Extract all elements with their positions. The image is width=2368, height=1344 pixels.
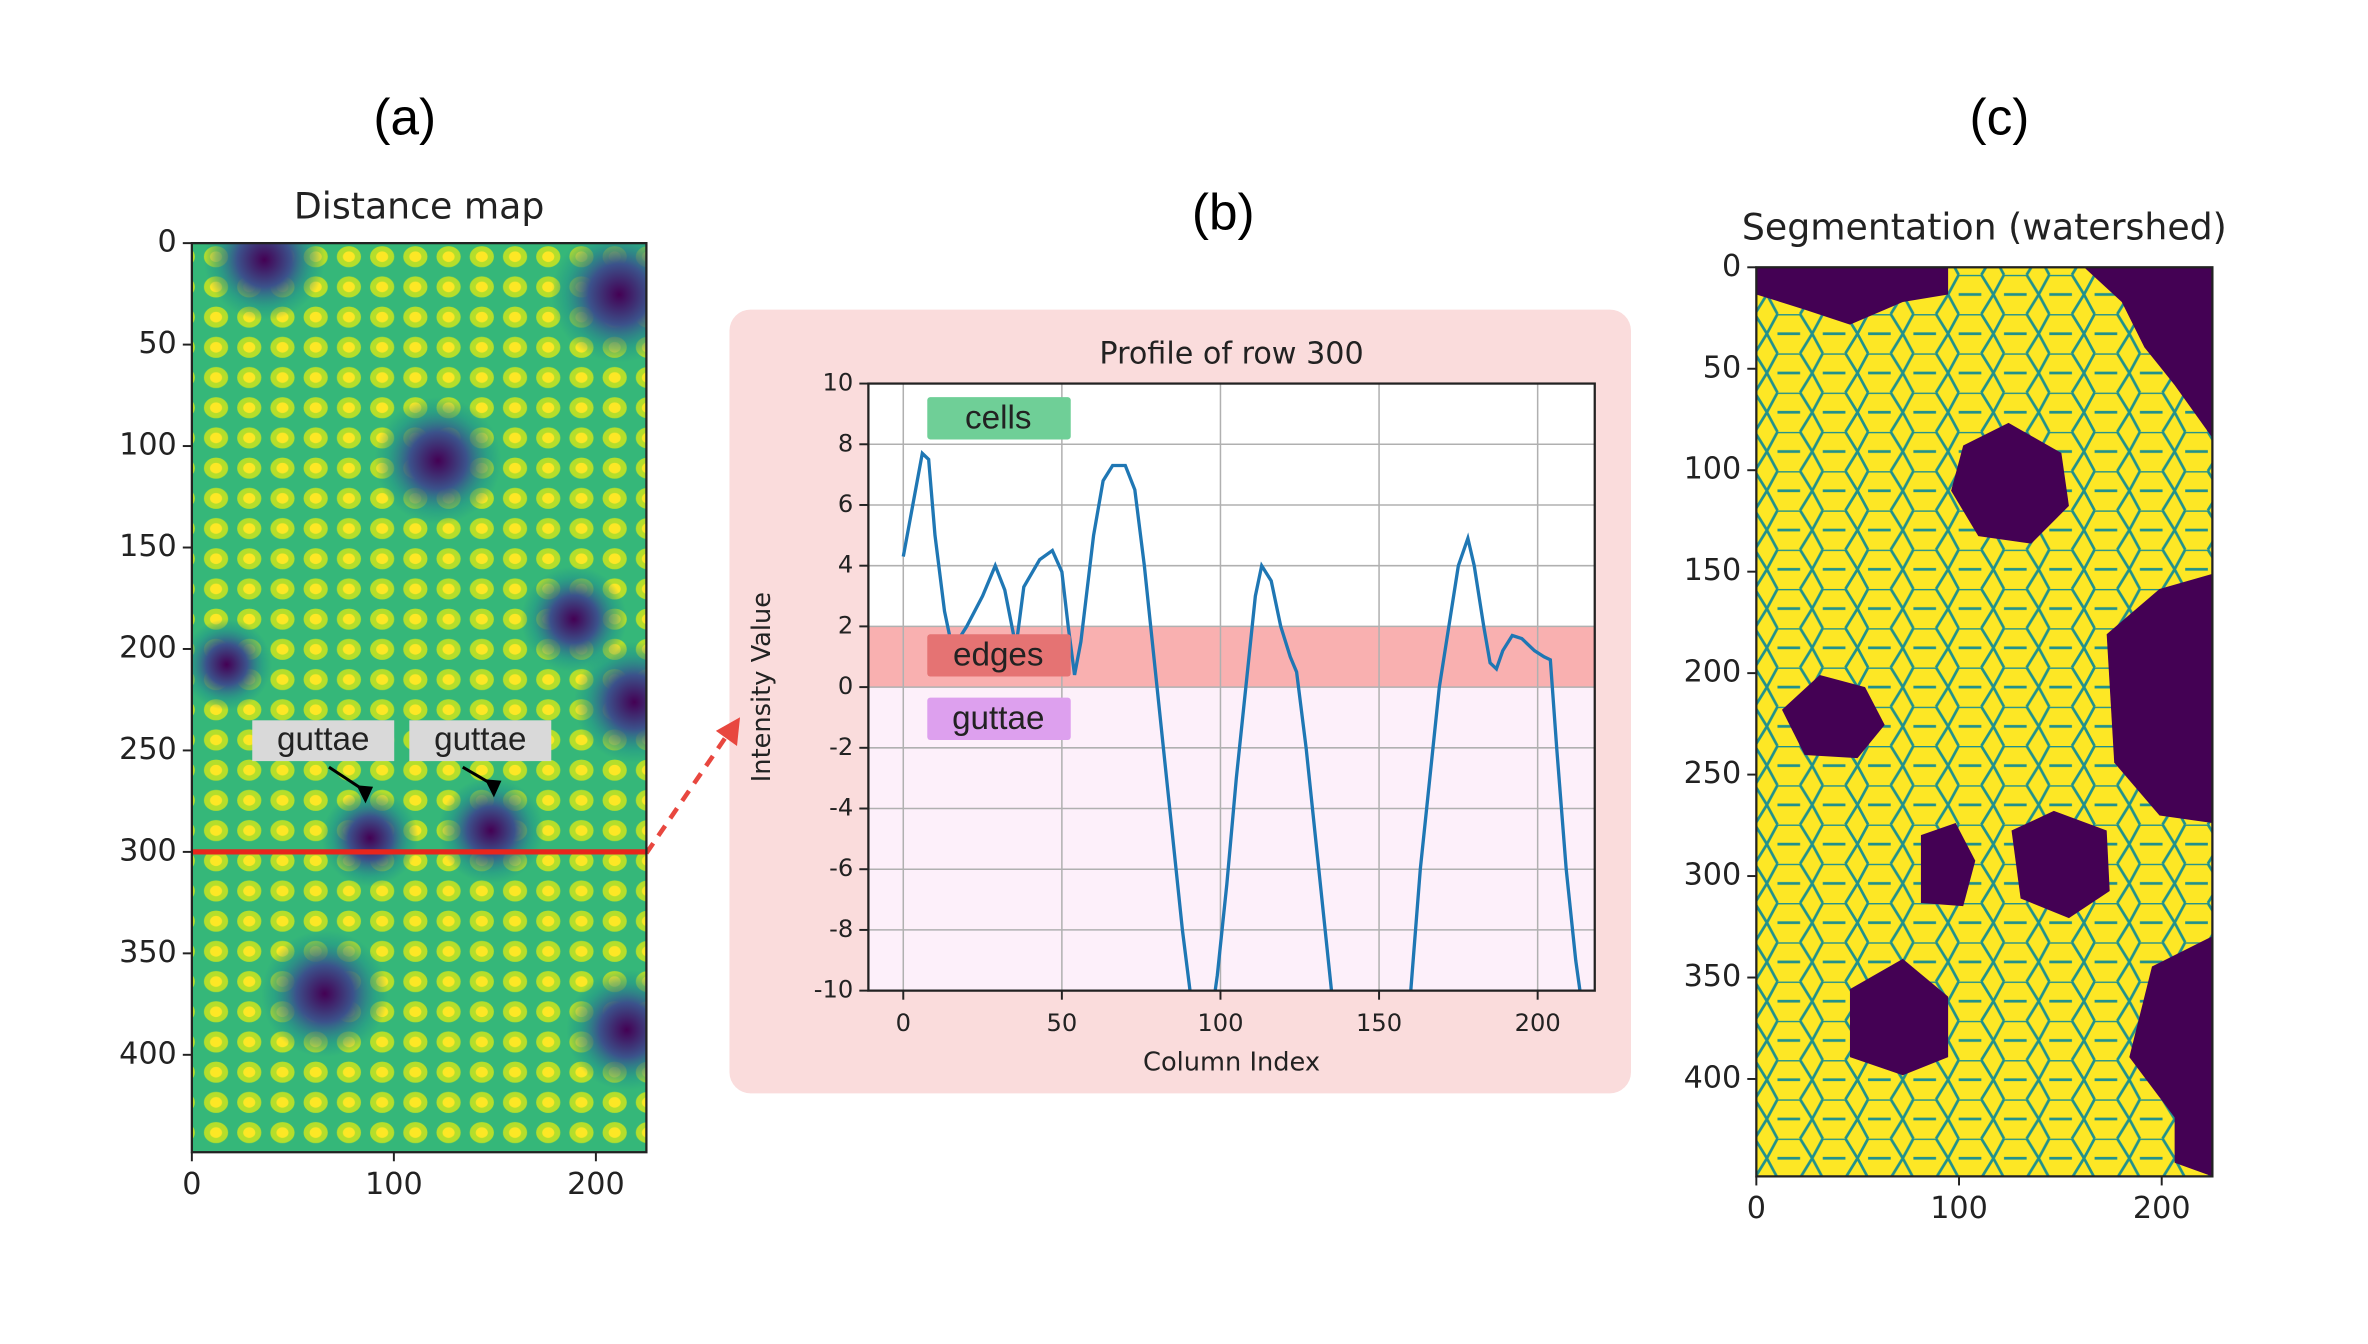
y-tick-label: 150 — [1684, 553, 1742, 588]
y-tick-label: 0 — [1722, 249, 1741, 284]
x-tick-label: 200 — [2133, 1191, 2191, 1226]
y-tick-label: -8 — [829, 915, 853, 943]
panel-label: (c) — [1970, 88, 2030, 145]
region-label: cells — [965, 400, 1031, 437]
x-tick-label: 0 — [182, 1167, 201, 1202]
y-tick-label: 150 — [119, 529, 177, 564]
y-tick-label: 6 — [838, 490, 853, 518]
y-tick-label: 100 — [1684, 452, 1742, 487]
y-tick-label: 0 — [838, 672, 853, 700]
x-axis-label: Column Index — [1143, 1048, 1320, 1078]
y-tick-label: -10 — [814, 976, 853, 1004]
y-tick-label: 200 — [1684, 655, 1742, 690]
x-tick-label: 200 — [1515, 1009, 1561, 1037]
y-tick-label: 50 — [1703, 350, 1741, 385]
y-tick-label: -2 — [829, 733, 853, 761]
connector-arrowhead — [715, 717, 741, 746]
annotation-arrowhead — [356, 785, 374, 804]
x-tick-label: 150 — [1356, 1009, 1402, 1037]
y-tick-label: 0 — [158, 225, 177, 260]
x-tick-label: 50 — [1046, 1009, 1077, 1037]
chart-title: Segmentation (watershed) — [1742, 206, 2227, 249]
y-tick-label: 8 — [838, 429, 853, 457]
annotation: guttae — [277, 721, 369, 758]
axes-frame — [1755, 266, 2214, 1178]
distance-map-image — [191, 243, 647, 1153]
x-tick-label: 0 — [1747, 1191, 1766, 1226]
annotation-arrowhead — [484, 779, 502, 798]
plot-clip — [901, 450, 1582, 991]
y-tick-label: 4 — [838, 551, 853, 579]
chart-title: Distance map — [294, 184, 544, 227]
panel-label: (b) — [1192, 184, 1255, 241]
annotation-box — [252, 720, 395, 762]
y-tick-label: 100 — [119, 428, 177, 463]
y-tick-label: -4 — [829, 794, 853, 822]
y-tick-label: 300 — [1684, 858, 1742, 893]
line-series — [901, 450, 1582, 991]
y-tick-label: 350 — [119, 935, 177, 970]
y-tick-label: 350 — [1684, 959, 1742, 994]
x-tick-label: 100 — [1930, 1191, 1988, 1226]
y-tick-label: 2 — [838, 611, 853, 639]
segmentation-image — [1756, 267, 2213, 1177]
y-tick-label: 300 — [119, 833, 177, 868]
region-label: guttae — [952, 700, 1044, 737]
y-tick-label: 10 — [823, 369, 854, 397]
x-tick-label: 100 — [365, 1167, 423, 1202]
annotation: guttae — [434, 721, 526, 758]
region-label-box — [927, 397, 1071, 440]
region-label-box — [927, 634, 1071, 677]
region-label: edges — [953, 637, 1044, 674]
y-tick-label: 400 — [119, 1036, 177, 1071]
y-tick-label: -6 — [829, 854, 853, 882]
region-label-box — [927, 697, 1071, 740]
y-axis-label: Intensity Value — [747, 592, 777, 782]
x-tick-label: 100 — [1197, 1009, 1243, 1037]
x-tick-label: 200 — [567, 1167, 625, 1202]
y-tick-label: 50 — [138, 326, 176, 361]
chart-title: Profile of row 300 — [1099, 336, 1363, 371]
y-tick-label: 250 — [119, 732, 177, 767]
y-tick-label: 400 — [1684, 1060, 1742, 1095]
connector-arrow — [644, 732, 730, 855]
x-tick-label: 0 — [896, 1009, 911, 1037]
panel-label: (a) — [373, 88, 436, 145]
annotation-box — [409, 720, 552, 762]
y-tick-label: 200 — [119, 630, 177, 665]
axes-frame — [190, 241, 648, 1154]
y-tick-label: 250 — [1684, 756, 1742, 791]
